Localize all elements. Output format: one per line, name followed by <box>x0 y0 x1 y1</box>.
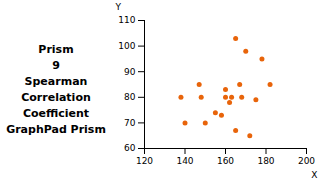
svg-text:80: 80 <box>124 92 136 102</box>
svg-text:X: X <box>311 170 317 180</box>
svg-text:Y: Y <box>115 2 122 12</box>
html-text:GraphPad Prism: GraphPad Prism <box>6 123 106 136</box>
svg-text:60: 60 <box>124 143 136 153</box>
svg-text:140: 140 <box>176 156 193 166</box>
html-text:Correlation: Correlation <box>21 91 91 104</box>
svg-text:180: 180 <box>257 156 274 166</box>
html-text:Prism: Prism <box>38 43 74 56</box>
html-text:9: 9 <box>52 59 60 72</box>
svg-text:110: 110 <box>118 15 135 25</box>
svg-text:90: 90 <box>124 67 136 77</box>
svg-text:70: 70 <box>124 118 136 128</box>
svg-text:120: 120 <box>136 156 153 166</box>
svg-text:100: 100 <box>118 41 135 51</box>
html-text:Spearman: Spearman <box>24 75 88 88</box>
html-text:Coefficient: Coefficient <box>22 107 90 120</box>
svg-text:200: 200 <box>298 156 315 166</box>
svg-text:160: 160 <box>217 156 234 166</box>
